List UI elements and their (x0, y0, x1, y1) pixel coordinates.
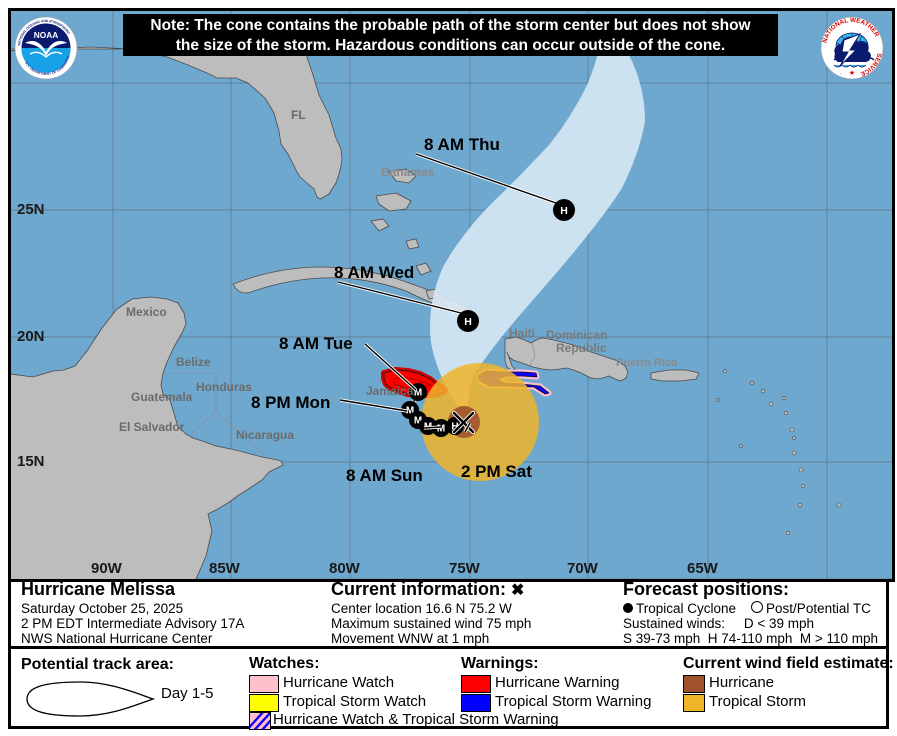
svg-text:20N: 20N (17, 328, 45, 345)
svg-text:Guatemala: Guatemala (131, 390, 193, 404)
svg-text:FL: FL (291, 108, 306, 122)
svg-text:M: M (437, 424, 445, 435)
svg-text:75W: 75W (449, 560, 481, 577)
svg-text:Belize: Belize (176, 355, 211, 369)
svg-text:65W: 65W (687, 560, 719, 577)
svg-text:8 AM Sun: 8 AM Sun (346, 466, 423, 485)
svg-text:80W: 80W (329, 560, 361, 577)
svg-text:H: H (464, 316, 472, 328)
svg-text:H: H (560, 205, 568, 217)
svg-text:Mexico: Mexico (126, 305, 167, 319)
svg-text:Dominican: Dominican (546, 328, 607, 342)
svg-text:Republic: Republic (556, 341, 607, 355)
svg-text:25N: 25N (17, 201, 45, 218)
svg-text:8 PM Mon: 8 PM Mon (251, 393, 330, 412)
svg-text:Jamaica: Jamaica (366, 384, 414, 398)
svg-text:8 AM Wed: 8 AM Wed (334, 263, 414, 282)
svg-text:Honduras: Honduras (196, 380, 252, 394)
svg-text:15N: 15N (17, 453, 45, 470)
svg-text:.: . (864, 70, 865, 76)
svg-text:90W: 90W (91, 560, 123, 577)
svg-text:Haiti: Haiti (509, 326, 535, 340)
svg-text:70W: 70W (567, 560, 599, 577)
svg-text:NOAA: NOAA (34, 30, 58, 40)
svg-text:Nicaragua: Nicaragua (236, 428, 294, 442)
svg-text:.: . (840, 70, 841, 76)
svg-text:85W: 85W (209, 560, 241, 577)
svg-text:Puerto Rico: Puerto Rico (616, 357, 678, 369)
svg-text:2 PM Sat: 2 PM Sat (461, 462, 532, 481)
svg-text:El Salvador: El Salvador (119, 420, 185, 434)
svg-text:8 AM Thu: 8 AM Thu (424, 135, 500, 154)
svg-text:Bahamas: Bahamas (381, 165, 435, 179)
svg-text:8 AM Tue: 8 AM Tue (279, 334, 353, 353)
svg-text:★: ★ (849, 69, 855, 77)
